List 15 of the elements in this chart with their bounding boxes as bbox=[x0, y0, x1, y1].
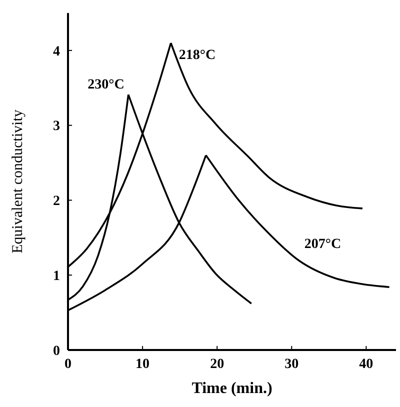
y-tick-label: 4 bbox=[53, 44, 60, 60]
x-tick-label: 20 bbox=[210, 357, 224, 372]
series-label: 230°C bbox=[88, 78, 124, 93]
series-label: 218°C bbox=[178, 48, 216, 63]
x-tick-label: 40 bbox=[359, 357, 374, 372]
y-tick-label: 2 bbox=[53, 194, 60, 210]
x-axis-title: Time (min.) bbox=[192, 380, 272, 397]
y-tick-label: 3 bbox=[53, 119, 60, 134]
x-tick-label: 10 bbox=[136, 357, 150, 372]
y-tick-label: 1 bbox=[53, 269, 60, 284]
x-tick-label: 0 bbox=[64, 357, 72, 372]
y-tick-label: 0 bbox=[53, 344, 60, 359]
x-tick-label: 30 bbox=[284, 357, 299, 372]
series-label: 207°C bbox=[304, 237, 342, 252]
y-axis-title: Equivalent conductivity bbox=[10, 109, 26, 254]
